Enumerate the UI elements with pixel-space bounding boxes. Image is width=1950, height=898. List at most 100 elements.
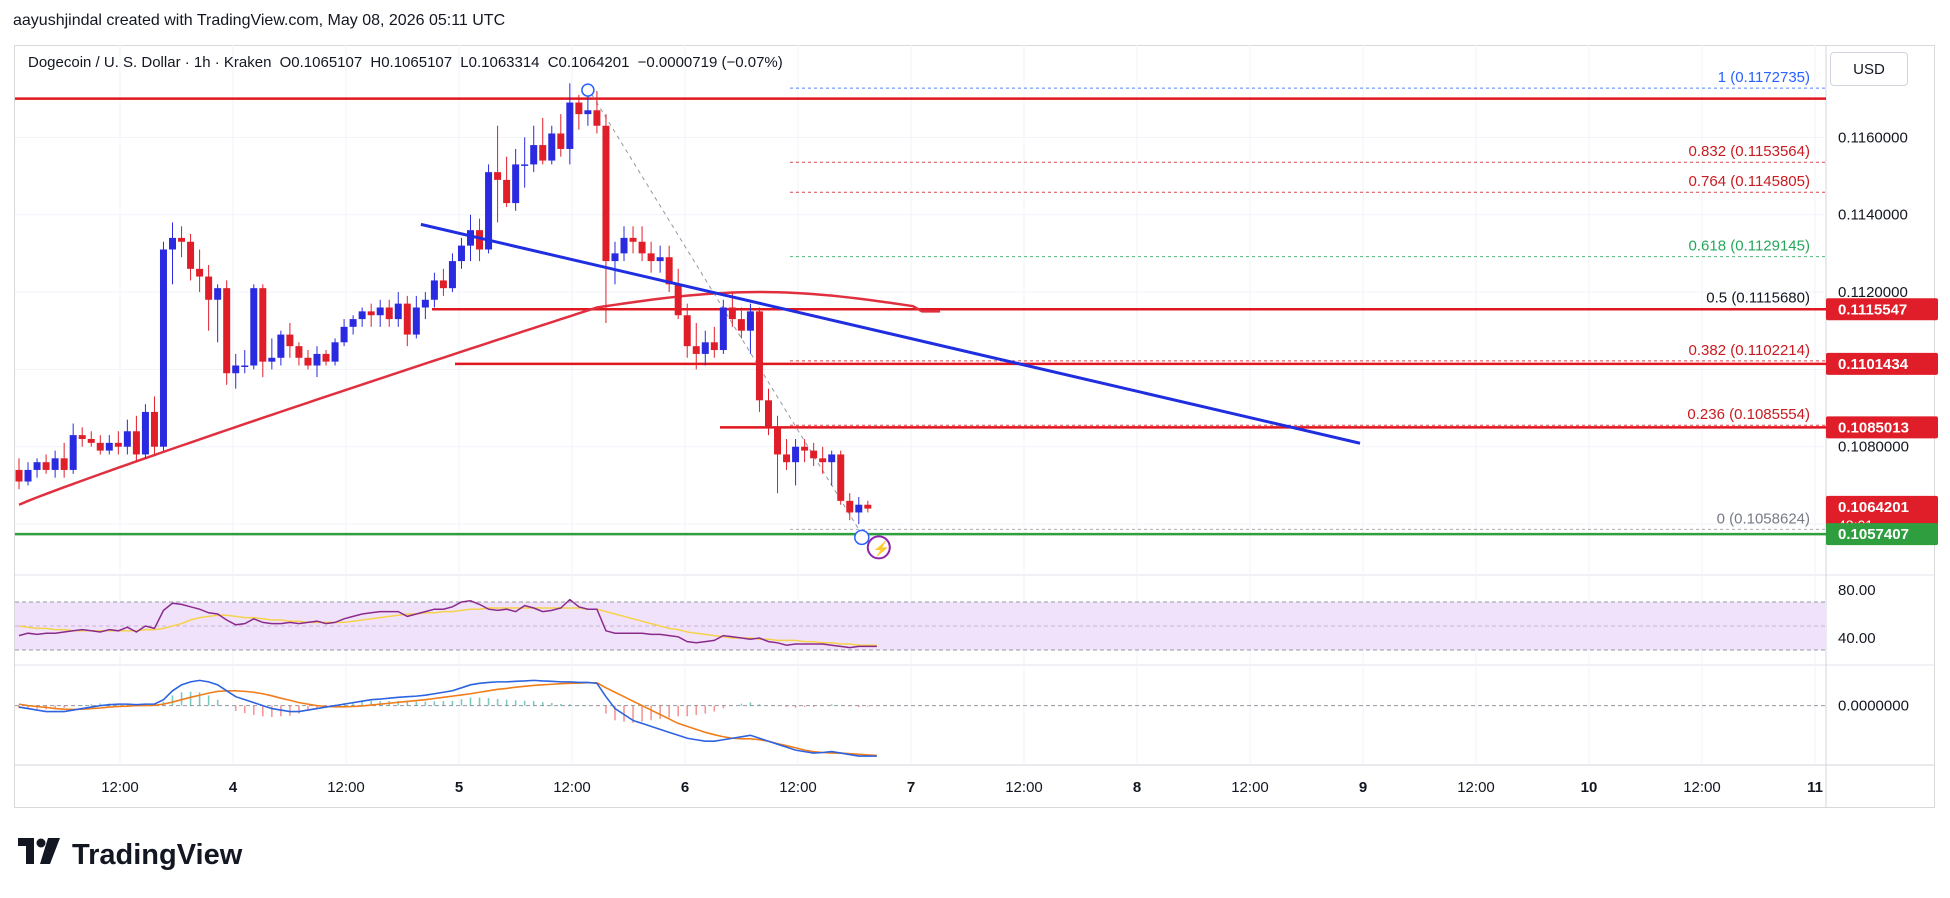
high-value: H0.1065107 <box>370 54 453 71</box>
candle-body <box>259 288 267 362</box>
candle-body <box>394 303 402 320</box>
x-tick-label: 4 <box>229 779 238 796</box>
candle-body <box>123 431 131 447</box>
candle-body <box>719 307 727 351</box>
x-tick-label: 12:00 <box>1683 779 1721 796</box>
candle-body <box>304 357 312 366</box>
x-tick-label: 12:00 <box>327 779 365 796</box>
x-tick-label: 8 <box>1133 779 1141 796</box>
candle-body <box>439 280 447 289</box>
x-tick-label: 12:00 <box>553 779 591 796</box>
candle-body <box>485 172 493 250</box>
candle-body <box>629 237 637 242</box>
candle-body <box>313 353 321 366</box>
currency-selector[interactable]: USD <box>1830 52 1908 86</box>
candle-body <box>385 307 393 320</box>
candle-body <box>792 446 800 463</box>
symbol-label[interactable]: Dogecoin / U. S. Dollar · 1h · Kraken <box>28 54 272 71</box>
candle-body <box>755 311 763 401</box>
brand-name: TradingView <box>72 838 243 871</box>
rsi-ma-line <box>18 607 877 646</box>
ohlc-legend: Dogecoin / U. S. Dollar · 1h · Kraken O0… <box>28 54 787 71</box>
candle-body <box>638 241 646 254</box>
bearish-trendline <box>420 222 1361 445</box>
price-tick-label: 0.1140000 <box>1838 207 1908 224</box>
candle-body <box>196 268 204 277</box>
candle-body <box>412 307 420 335</box>
candle-body <box>114 442 122 447</box>
candle-body <box>783 454 791 463</box>
x-tick-label: 9 <box>1359 779 1367 796</box>
candle-body <box>611 253 619 262</box>
candle-body <box>656 257 664 262</box>
candle-body <box>376 307 384 316</box>
candle-body <box>159 249 167 447</box>
candle-body <box>665 257 673 285</box>
candle-body <box>33 462 41 470</box>
candle-body <box>295 346 303 358</box>
macd-tick-label: 0.0000000 <box>1838 698 1909 715</box>
candle-body <box>819 458 827 463</box>
rsi-line <box>18 598 877 649</box>
macd-signal-line <box>18 681 877 757</box>
candle-body <box>78 435 86 439</box>
candle-body <box>150 411 158 447</box>
alert-bolt-icon <box>866 535 891 560</box>
candle-body <box>448 261 456 289</box>
candle-body <box>674 284 682 316</box>
close-value: C0.1064201 <box>547 54 630 71</box>
price-tag <box>1826 523 1938 546</box>
candle-body <box>864 504 872 509</box>
candle-body <box>746 311 754 331</box>
fib-level-label: 0.236 (0.1085554) <box>1687 406 1810 423</box>
candle-body <box>169 237 177 250</box>
fib-level-label: 0 (0.1058624) <box>1717 510 1810 527</box>
rsi-tick-label: 80.00 <box>1838 582 1876 599</box>
candle-body <box>96 442 104 451</box>
moving-average-line <box>18 290 941 506</box>
candle-body <box>855 504 863 513</box>
candle-body <box>837 454 845 501</box>
candle-body <box>141 411 149 455</box>
tradingview-logo-icon <box>18 838 62 872</box>
candle-body <box>566 102 574 149</box>
candle-body <box>178 237 186 242</box>
candle-body <box>430 280 438 300</box>
fib-level-label: 0.764 (0.1145805) <box>1689 173 1811 190</box>
candle-body <box>69 435 77 470</box>
candle-body <box>331 342 339 362</box>
candle-body <box>521 164 529 166</box>
rsi-tick-label: 40.00 <box>1838 630 1876 647</box>
candle-body <box>277 334 285 358</box>
x-tick-label: 10 <box>1581 779 1598 796</box>
brand-logo[interactable]: TradingView <box>18 838 242 872</box>
candle-body <box>87 438 95 443</box>
candle-body <box>710 342 718 351</box>
x-tick-label: 12:00 <box>779 779 817 796</box>
candle-body <box>683 315 691 347</box>
candle-body <box>728 307 736 320</box>
low-value: L0.1063314 <box>460 54 540 71</box>
candle-body <box>810 450 818 459</box>
price-tag <box>1826 298 1938 321</box>
candle-body <box>187 241 195 269</box>
candle-body <box>421 299 429 308</box>
candle-body <box>268 357 276 362</box>
candle-body <box>132 431 140 455</box>
candle-body <box>593 110 601 126</box>
x-tick-label: 11 <box>1807 779 1823 796</box>
candle-body <box>575 102 583 115</box>
candle-body <box>60 458 68 470</box>
candle-body <box>457 245 465 262</box>
candle-body <box>620 237 628 254</box>
fib-anchor-bottom <box>854 529 870 546</box>
candle-body <box>530 145 538 165</box>
candle-body <box>737 319 745 331</box>
x-tick-label: 5 <box>455 779 463 796</box>
price-tag-label: 0.1085013 <box>1838 419 1909 436</box>
x-tick-label: 12:00 <box>1231 779 1269 796</box>
fib-level-label: 0.382 (0.1102214) <box>1689 342 1811 359</box>
candle-body <box>512 164 520 204</box>
candle-body <box>584 110 592 115</box>
